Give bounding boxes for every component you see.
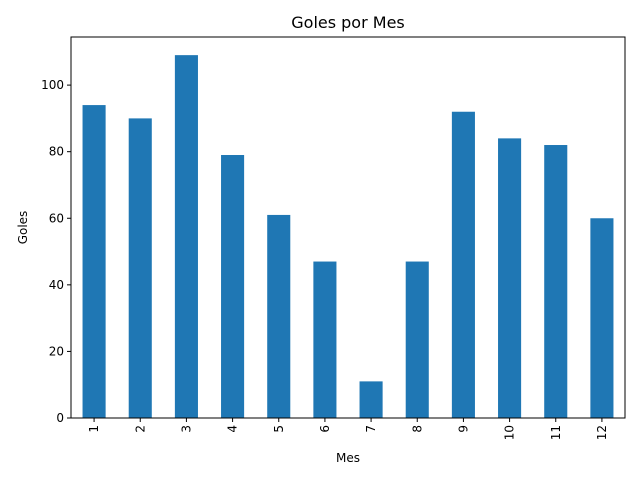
plot-frame bbox=[70, 36, 626, 419]
y-tick-label: 20 bbox=[49, 344, 64, 358]
bar-11 bbox=[544, 145, 568, 418]
x-axis-label: Mes bbox=[336, 451, 360, 465]
y-tick-label: 0 bbox=[56, 411, 64, 425]
y-tick-label: 40 bbox=[49, 278, 64, 292]
x-tick-label: 3 bbox=[179, 425, 193, 433]
y-tick-label: 80 bbox=[49, 145, 64, 159]
bar-2 bbox=[128, 118, 152, 418]
bar-6 bbox=[313, 261, 337, 418]
bars-group bbox=[82, 55, 614, 419]
x-tick-label: 9 bbox=[456, 425, 470, 433]
bar-3 bbox=[174, 55, 198, 418]
x-tick-label: 7 bbox=[364, 425, 378, 433]
x-tick-label: 5 bbox=[272, 425, 286, 433]
y-tick-label: 60 bbox=[49, 211, 64, 225]
x-tick-label: 6 bbox=[318, 425, 332, 433]
bar-5 bbox=[267, 214, 291, 418]
x-tick-label: 8 bbox=[410, 425, 424, 433]
x-tick-label: 12 bbox=[595, 425, 609, 440]
x-tick-label: 4 bbox=[226, 425, 240, 433]
x-axis: 1 2 3 4 5 6 7 8 9 10 11 12 bbox=[87, 418, 609, 440]
bar-4 bbox=[221, 155, 245, 418]
y-tick-label: 100 bbox=[41, 78, 64, 92]
x-tick-label: 1 bbox=[87, 425, 101, 433]
x-tick-label: 11 bbox=[549, 425, 563, 440]
bar-10 bbox=[498, 138, 522, 418]
bar-1 bbox=[82, 105, 106, 418]
x-tick-label: 2 bbox=[133, 425, 147, 433]
y-axis-label: Goles bbox=[16, 211, 30, 245]
y-axis: 0 20 40 60 80 100 bbox=[41, 78, 71, 425]
chart-title: Goles por Mes bbox=[291, 13, 405, 32]
bar-9 bbox=[451, 111, 475, 419]
bar-7 bbox=[359, 381, 383, 418]
bar-12 bbox=[590, 218, 614, 418]
bar-8 bbox=[405, 261, 429, 418]
x-tick-label: 10 bbox=[503, 425, 517, 440]
